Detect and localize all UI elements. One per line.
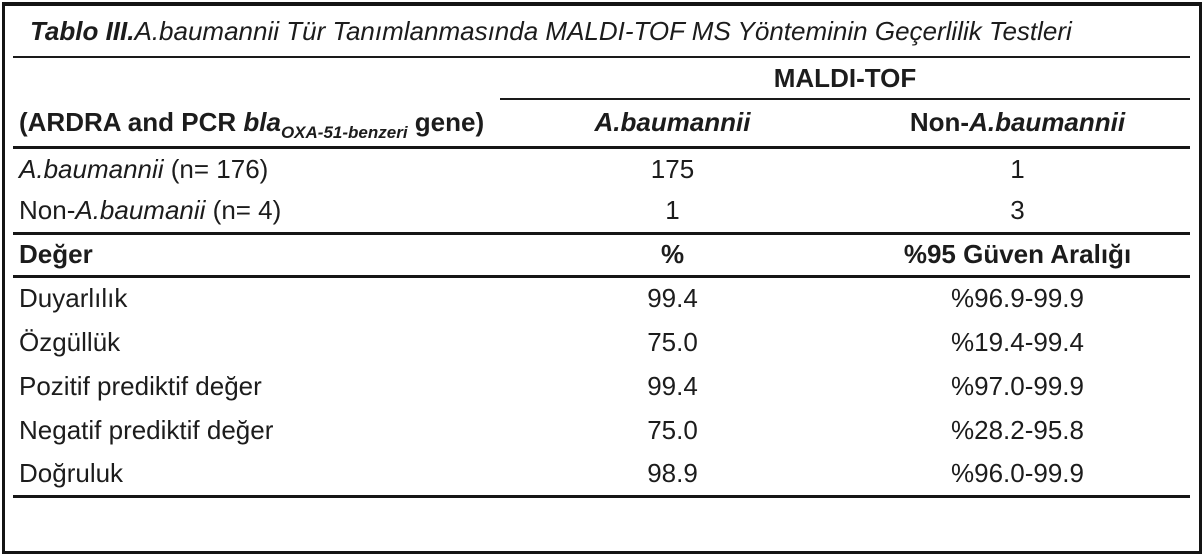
metric-ci: %28.2-95.8	[951, 414, 1084, 445]
metric-label: Duyarlılık	[19, 283, 128, 314]
metric-header-row: Değer % %95 Güven Aralığı	[13, 233, 1190, 278]
metric-value: 99.4	[647, 370, 698, 401]
gene-name: bla	[243, 106, 281, 137]
count-cell: 3	[845, 190, 1190, 235]
table-row: Non-A.baumanii (n= 4) 1 3	[13, 190, 1190, 235]
metric-label: Doğruluk	[13, 452, 500, 498]
metric-value: 98.9	[500, 452, 845, 498]
metric-ci: %97.0-99.9	[951, 370, 1084, 401]
table-row: Pozitif prediktif değer 99.4 %97.0-99.9	[13, 364, 1190, 408]
spanner-corner-cell	[13, 58, 500, 99]
metric-ci: %96.9-99.9	[951, 283, 1084, 314]
title-divider	[13, 56, 1190, 58]
spanner-header-row: MALDI-TOF	[13, 58, 1190, 100]
count-cell: 1	[1010, 153, 1025, 184]
metric-header-label: Değer	[13, 233, 500, 278]
column-header-row: (ARDRA and PCR blaOXA-51-benzeri gene) A…	[13, 99, 1190, 149]
table-row: Doğruluk 98.9 %96.0-99.9	[13, 452, 1190, 498]
metric-value: 99.4	[647, 283, 698, 314]
metric-value: 75.0	[647, 414, 698, 445]
metric-label: Özgüllük	[19, 326, 121, 357]
metric-header-ci: %95 Güven Aralığı	[845, 233, 1190, 278]
table-row: Özgüllük 75.0 %19.4-99.4	[13, 320, 1190, 364]
row-label-abaumannii: A.baumannii (n= 176)	[19, 153, 269, 184]
table-row: Negatif prediktif değer 75.0 %28.2-95.8	[13, 408, 1190, 452]
gene-subscript: OXA-51-benzeri	[280, 122, 408, 142]
table-row: A.baumannii (n= 176) 175 1	[13, 147, 1190, 190]
table-number: Tablo III.	[30, 15, 135, 46]
col-header-non-abaumannii: Non-A.baumannii	[845, 99, 1190, 149]
metric-ci: %19.4-99.4	[951, 326, 1084, 357]
metric-label: Pozitif prediktif değer	[19, 370, 262, 401]
metric-label: Negatif prediktif değer	[19, 414, 274, 445]
validation-table: MALDI-TOF (ARDRA and PCR blaOXA-51-benze…	[13, 58, 1190, 498]
metric-header-percent: %	[500, 233, 845, 278]
reference-method-header: (ARDRA and PCR blaOXA-51-benzeri gene)	[13, 99, 500, 149]
row-label-non-abaumanii: Non-A.baumanii (n= 4)	[13, 190, 500, 235]
metric-ci: %96.0-99.9	[845, 452, 1190, 498]
maldi-tof-spanner: MALDI-TOF	[500, 58, 1190, 100]
count-cell: 1	[500, 190, 845, 235]
table-title-text: A.baumannii Tür Tanımlanmasında MALDI-TO…	[134, 15, 1072, 46]
count-cell: 175	[650, 153, 695, 184]
metric-value: 75.0	[647, 326, 698, 357]
col-header-abaumannii: A.baumannii	[500, 99, 845, 149]
table-row: Duyarlılık 99.4 %96.9-99.9	[13, 276, 1190, 320]
table-title: Tablo III. A.baumannii Tür Tanımlanmasın…	[5, 6, 1199, 56]
